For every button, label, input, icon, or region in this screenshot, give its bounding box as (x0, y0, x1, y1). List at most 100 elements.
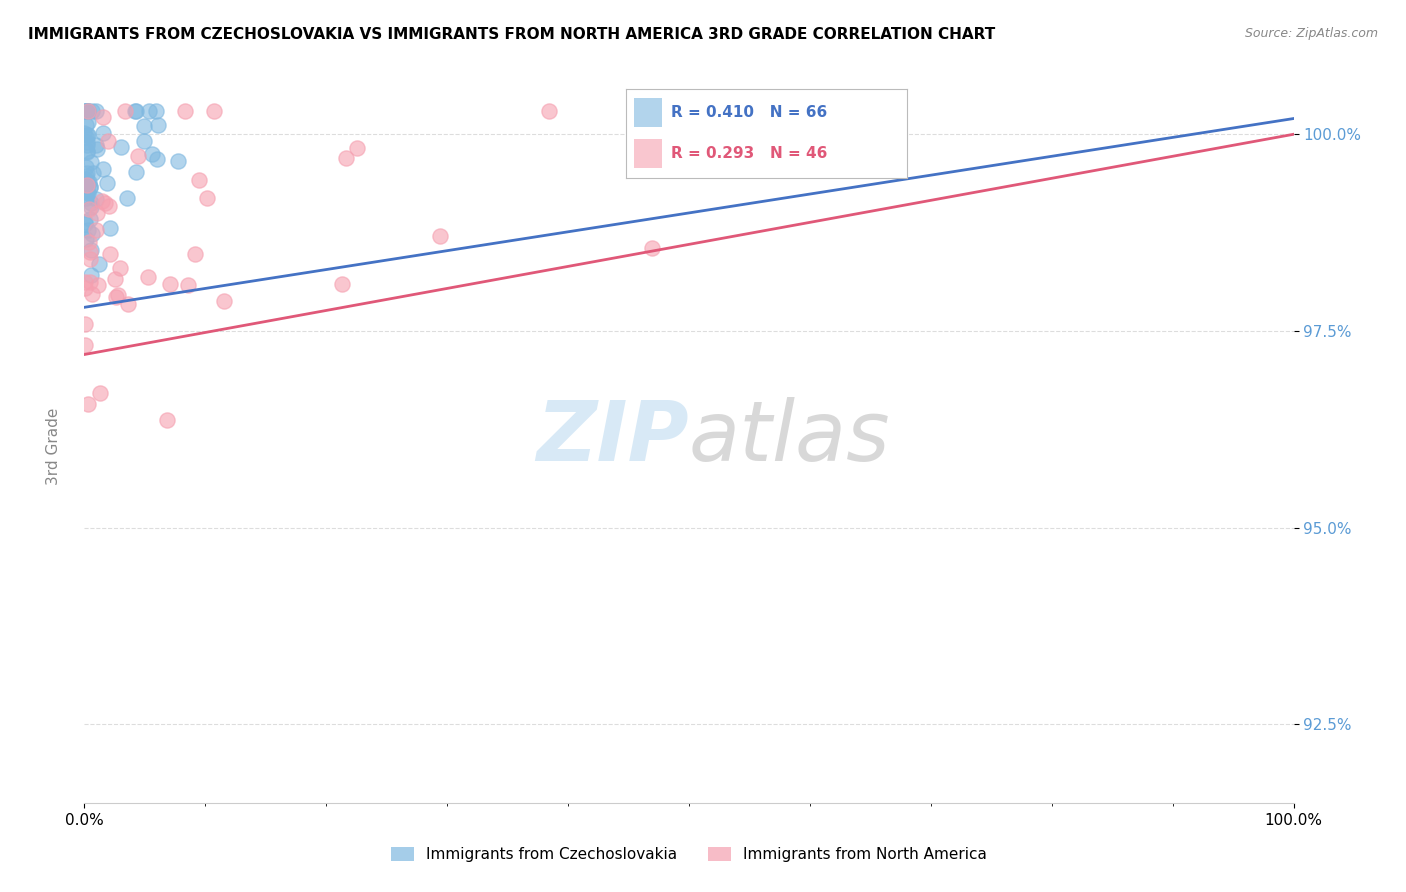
Point (77, 202, 100, 216)
Point (110, 140, 132, 154)
Text: R = 0.410   N = 66: R = 0.410 N = 66 (671, 105, 827, 120)
Bar (634, 139, 662, 168)
Point (98, 221, 121, 235)
Point (155, 413, 177, 427)
Point (76, 397, 98, 411)
Point (77, 175, 100, 189)
Point (429, 228, 451, 243)
Point (98, 246, 121, 260)
Point (80, 103, 103, 118)
Point (77, 103, 100, 118)
Point (84, 103, 107, 118)
Point (76, 103, 98, 118)
Point (73, 337, 96, 351)
Point (73, 171, 96, 186)
Point (75, 118, 97, 132)
Point (124, 103, 146, 118)
Point (76, 135, 98, 149)
Point (97, 198, 120, 212)
Bar (634, 98, 662, 127)
Point (187, 173, 209, 187)
Point (77, 115, 100, 129)
Point (91, 126, 114, 140)
Point (195, 191, 218, 205)
Point (87, 257, 110, 271)
Point (84, 192, 107, 206)
Point (115, 191, 138, 205)
Point (75, 129, 97, 144)
Point (146, 153, 169, 167)
Point (80, 286, 103, 301)
Point (96, 177, 118, 191)
Point (76, 177, 98, 191)
Point (73, 126, 96, 140)
Point (75, 169, 97, 183)
Point (73, 217, 96, 231)
Point (114, 103, 136, 118)
Point (80, 200, 103, 214)
Point (76, 144, 98, 158)
Point (77, 235, 100, 249)
Point (76, 103, 98, 118)
Point (82, 166, 104, 180)
Point (75, 192, 97, 206)
Text: ZIP: ZIP (536, 397, 689, 477)
Point (73, 182, 96, 196)
Point (91, 162, 114, 177)
Point (94, 195, 117, 210)
Point (80, 195, 103, 210)
Point (640, 241, 662, 255)
Text: Source: ZipAtlas.com: Source: ZipAtlas.com (1244, 27, 1378, 40)
Point (173, 103, 195, 118)
Text: 3rd Grade: 3rd Grade (46, 408, 60, 484)
Point (138, 103, 160, 118)
Point (80, 154, 103, 169)
Point (76, 186, 98, 200)
Point (75, 275, 97, 289)
Point (79, 268, 101, 283)
Point (75, 231, 97, 245)
Text: R = 0.293   N = 46: R = 0.293 N = 46 (671, 146, 827, 161)
Point (79, 252, 101, 266)
Point (212, 293, 235, 308)
Point (86, 206, 108, 220)
Point (177, 277, 200, 292)
Text: atlas: atlas (689, 397, 890, 477)
Point (166, 153, 188, 168)
Point (330, 277, 353, 291)
Point (79, 244, 101, 259)
Point (107, 288, 129, 302)
Point (145, 103, 167, 118)
Point (136, 270, 159, 285)
Point (76, 128, 98, 142)
Point (125, 165, 148, 179)
Point (76, 186, 98, 200)
Point (89, 385, 111, 400)
Point (75, 160, 97, 174)
Point (86, 142, 108, 156)
Point (183, 247, 205, 261)
Point (76, 222, 98, 236)
Point (335, 151, 357, 165)
Point (76, 184, 98, 198)
Point (132, 120, 155, 134)
Point (84, 223, 107, 237)
Point (79, 243, 101, 257)
Point (84, 137, 107, 152)
Point (91, 194, 114, 208)
Point (75, 103, 97, 118)
Point (76, 178, 98, 192)
Point (77, 103, 100, 118)
Point (132, 135, 155, 149)
Point (76, 145, 98, 159)
Point (76, 166, 98, 180)
Point (91, 110, 114, 124)
Point (77, 176, 100, 190)
Point (125, 103, 148, 118)
Point (73, 281, 96, 295)
Legend: Immigrants from Czechoslovakia, Immigrants from North America: Immigrants from Czechoslovakia, Immigran… (385, 841, 993, 868)
Point (105, 290, 128, 304)
Point (79, 180, 101, 194)
Point (82, 227, 104, 242)
Text: IMMIGRANTS FROM CZECHOSLOVAKIA VS IMMIGRANTS FROM NORTH AMERICA 3RD GRADE CORREL: IMMIGRANTS FROM CZECHOSLOVAKIA VS IMMIGR… (28, 27, 995, 42)
